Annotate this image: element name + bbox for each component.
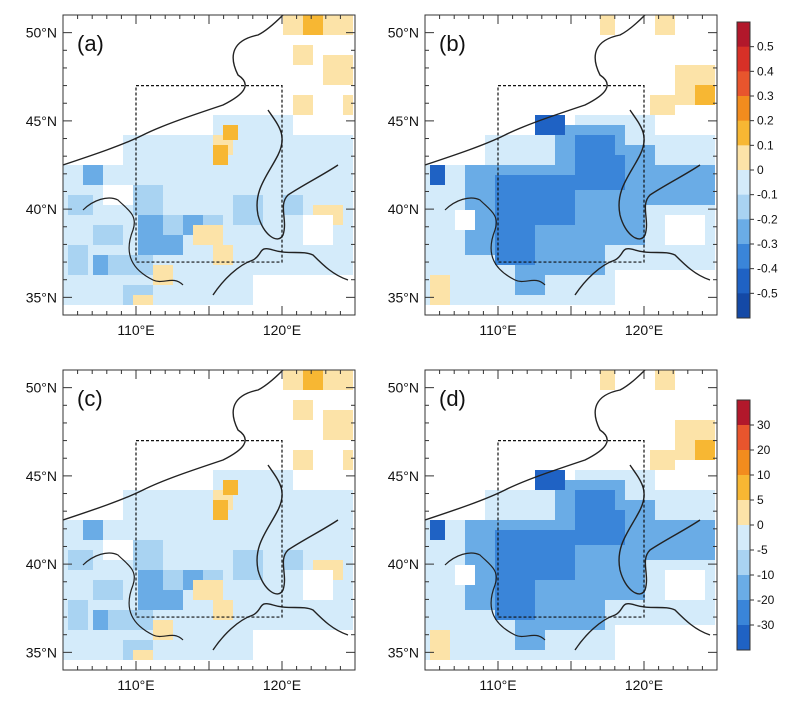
lat-tick-label: 35°N xyxy=(26,289,57,305)
colorbar-swatch xyxy=(737,475,750,501)
colorbar-swatch xyxy=(737,600,750,626)
colorbar-tick-label: 10 xyxy=(757,468,771,482)
colorbar-tick-label: -30 xyxy=(757,618,775,632)
colorbar-tick-label: 0.4 xyxy=(757,64,774,78)
colorbar-swatch xyxy=(737,400,750,426)
colorbar-tick-label: 0.1 xyxy=(757,138,774,152)
lat-tick-label: 50°N xyxy=(26,380,57,396)
colorbar-swatch xyxy=(737,96,750,122)
colorbar-tick-label: -0.5 xyxy=(757,286,778,300)
map-panel: 35°N 40°N 45°N 50°N 110°E 120°E (b) xyxy=(388,14,718,338)
colorbar-tick-label: -0.4 xyxy=(757,262,778,276)
panel-label: (a) xyxy=(77,31,104,56)
lat-tick-label: 50°N xyxy=(388,380,419,396)
lat-tick-label: 40°N xyxy=(26,201,57,217)
lat-tick-label: 35°N xyxy=(26,644,57,660)
colorbar-tick-label: -0.3 xyxy=(757,237,778,251)
colorbar-tick-label: -5 xyxy=(757,543,768,557)
map-panel: 35°N 40°N 45°N 50°N 110°E 120°E (d) xyxy=(388,369,718,693)
colorbar-swatch xyxy=(737,293,750,319)
colorbar-tick-label: 30 xyxy=(757,418,771,432)
colorbar-tick-label: 0.2 xyxy=(757,114,774,128)
colorbar-tick-label: 20 xyxy=(757,443,771,457)
lon-tick-label: 120°E xyxy=(625,677,663,693)
colorbar: 30 20 10 5 0 -5 -10 -20 -30 xyxy=(736,399,775,651)
colorbar: 0.5 0.4 0.3 0.2 0.1 0 -0.1 -0.2 -0.3 -0.4 -0.5 xyxy=(736,21,778,319)
lon-tick-label: 110°E xyxy=(479,677,516,693)
colorbar-swatch xyxy=(737,71,750,97)
lon-tick-label: 120°E xyxy=(625,322,663,338)
colorbar-swatch xyxy=(737,625,750,651)
lon-tick-label: 110°E xyxy=(117,322,154,338)
lat-tick-label: 40°N xyxy=(388,556,419,572)
map-panel: 35°N 40°N 45°N 50°N 110°E 120°E (c) xyxy=(26,369,356,693)
lat-tick-label: 40°N xyxy=(26,556,57,572)
colorbar-tick-label: 0 xyxy=(757,518,764,532)
colorbar-tick-label: -20 xyxy=(757,593,775,607)
colorbar-tick-label: -10 xyxy=(757,568,775,582)
lat-tick-label: 50°N xyxy=(26,25,57,41)
colorbar-tick-label: 5 xyxy=(757,493,764,507)
lat-tick-label: 45°N xyxy=(26,468,57,484)
study-region-box xyxy=(497,439,645,618)
colorbar-swatch xyxy=(737,425,750,451)
lat-tick-label: 40°N xyxy=(388,201,419,217)
study-region-box xyxy=(135,439,283,618)
colorbar-tick-label: 0.5 xyxy=(757,40,774,54)
colorbar-tick-label: -0.2 xyxy=(757,212,778,226)
lon-tick-label: 110°E xyxy=(117,677,154,693)
study-region-box xyxy=(497,84,645,263)
lon-tick-label: 110°E xyxy=(479,322,516,338)
colorbar-tick-label: 0.3 xyxy=(757,89,774,103)
colorbar-swatch xyxy=(737,145,750,171)
colorbar-swatch xyxy=(737,450,750,476)
lat-tick-label: 45°N xyxy=(388,468,419,484)
colorbar-swatch xyxy=(737,268,750,294)
colorbar-swatch xyxy=(737,575,750,601)
colorbar-swatch xyxy=(737,170,750,196)
panel-label: (d) xyxy=(439,386,466,411)
panel-label: (c) xyxy=(77,386,103,411)
panels: 35°N 40°N 45°N 50°N 110°E 120°E (a) 35°N 40°N 45°… xyxy=(26,14,718,693)
lat-tick-label: 45°N xyxy=(26,113,57,129)
lat-tick-label: 50°N xyxy=(388,25,419,41)
colorbar-swatch xyxy=(737,525,750,551)
colorbar-swatch xyxy=(737,500,750,526)
lon-tick-label: 120°E xyxy=(263,677,301,693)
lat-tick-label: 45°N xyxy=(388,113,419,129)
colorbar-tick-label: -0.1 xyxy=(757,188,778,202)
colorbar-swatch xyxy=(737,550,750,576)
colorbar-swatch xyxy=(737,120,750,146)
colorbar-swatch xyxy=(737,219,750,245)
study-region-box xyxy=(135,84,283,263)
map-panel: 35°N 40°N 45°N 50°N 110°E 120°E (a) xyxy=(26,14,356,338)
colorbar-tick-label: 0 xyxy=(757,163,764,177)
colorbar-swatch xyxy=(737,22,750,48)
colorbar-swatch xyxy=(737,244,750,270)
colorbar-swatch xyxy=(737,194,750,220)
colorbars: 0.5 0.4 0.3 0.2 0.1 0 -0.1 -0.2 -0.3 -0.4 -0.5 30 20… xyxy=(736,21,778,651)
lat-tick-label: 35°N xyxy=(388,644,419,660)
colorbar-swatch xyxy=(737,46,750,72)
lon-tick-label: 120°E xyxy=(263,322,301,338)
panel-label: (b) xyxy=(439,31,466,56)
lat-tick-label: 35°N xyxy=(388,289,419,305)
